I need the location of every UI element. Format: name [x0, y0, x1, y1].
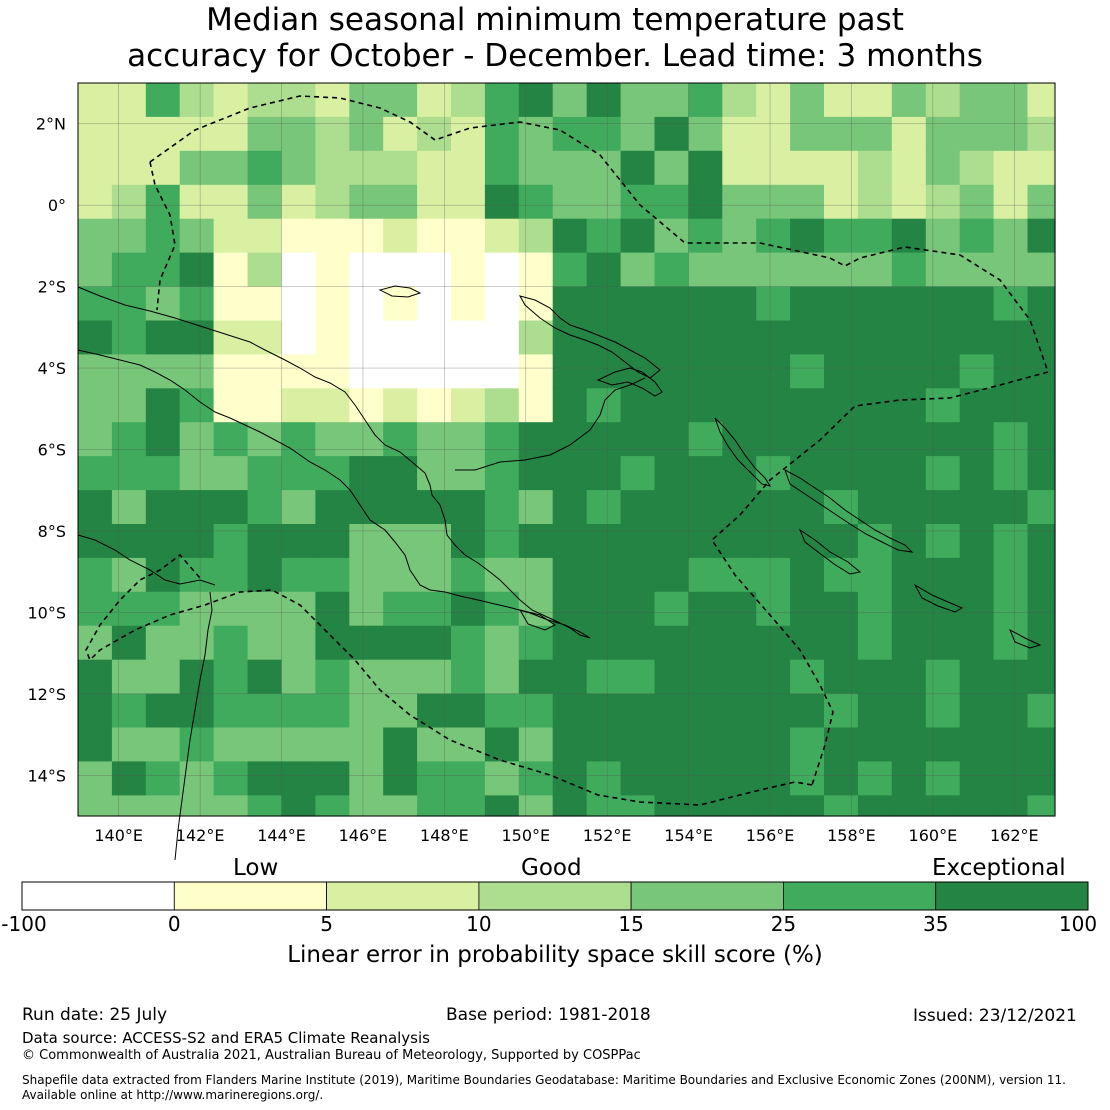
coastline-new-guinea — [77, 286, 591, 639]
coastline-new-britain — [518, 295, 661, 379]
skill-grid — [78, 83, 1056, 817]
lon-tick-label: 146°E — [339, 826, 388, 845]
coastline-queensland — [174, 591, 213, 860]
shapefile-credit-line-2: Available online at http://www.marinereg… — [22, 1088, 324, 1102]
coastline-papuan-peninsula — [455, 377, 646, 471]
colorbar-bin — [21, 881, 175, 911]
colorbar-bin — [173, 881, 328, 911]
coastline-bougainville — [714, 417, 772, 487]
category-label-good: Good — [521, 855, 582, 881]
eez-north-western — [149, 161, 176, 311]
lat-tick-label: 14°S — [27, 766, 66, 785]
lat-tick-label: 2°N — [36, 115, 66, 134]
eez-solomon-east — [710, 371, 1049, 786]
coastline-milne-islands — [518, 609, 556, 631]
lon-tick-label: 144°E — [257, 826, 306, 845]
colorbar-tick-label: 10 — [466, 912, 492, 936]
colorbar-bin — [326, 881, 480, 911]
eez-coral-sea — [85, 553, 813, 806]
lat-tick-label: 8°S — [38, 522, 66, 541]
map-frame — [77, 82, 1056, 817]
colorbar-bin — [935, 881, 1089, 911]
colorbar-bin — [783, 881, 937, 911]
longitude-ticks: 140°E 142°E 144°E 146°E 148°E 150°E 152°E 154°E… — [94, 826, 1038, 845]
run-date: Run date: 25 July — [22, 1005, 168, 1025]
map-title-line-1: Median seasonal minimum temperature past — [206, 2, 904, 38]
category-label-exceptional: Exceptional — [932, 855, 1066, 881]
coastline-solomons-a — [784, 468, 914, 553]
lat-tick-label: 0° — [48, 196, 66, 215]
lat-tick-label: 12°S — [27, 685, 66, 704]
lon-tick-label: 150°E — [501, 826, 550, 845]
category-label-low: Low — [233, 855, 279, 881]
data-source: Data source: ACCESS-S2 and ERA5 Climate … — [22, 1029, 430, 1047]
map-title-line-2: accuracy for October - December. Lead ti… — [127, 38, 983, 74]
lon-tick-label: 156°E — [746, 826, 795, 845]
latitude-ticks: 2°N 0° 2°S 4°S 6°S 8°S 10°S 12°S 14°S — [27, 115, 66, 786]
copyright: © Commonwealth of Australia 2021, Austra… — [22, 1048, 641, 1063]
colorbar-tick-label: 15 — [618, 912, 644, 936]
base-period: Base period: 1981-2018 — [446, 1005, 651, 1025]
lon-tick-label: 142°E — [176, 826, 225, 845]
coastline-solomons-b — [798, 528, 862, 575]
colorbar-bin — [630, 881, 784, 911]
coastline-manus — [378, 285, 422, 298]
colorbar-frame — [21, 881, 1089, 911]
skill-score-map: 140°E 142°E 144°E 146°E 148°E 150°E 152°E 154°E… — [27, 82, 1056, 860]
colorbar-tick-label: 25 — [770, 912, 797, 936]
lon-tick-label: 154°E — [664, 826, 713, 845]
lat-tick-label: 4°S — [38, 359, 66, 378]
colorbar-title: Linear error in probability space skill … — [287, 942, 823, 968]
shapefile-credit-line-1: Shapefile data extracted from Flanders M… — [22, 1073, 1066, 1087]
map-gridlines — [78, 83, 1055, 816]
maritime-boundaries — [85, 95, 1049, 806]
colorbar — [21, 881, 1089, 911]
lon-tick-label: 160°E — [909, 826, 958, 845]
colorbar-tick-label: 0 — [167, 912, 181, 936]
coastline-island-s1 — [1009, 628, 1042, 649]
eez-fsm-png-north — [149, 95, 1049, 373]
lat-tick-label: 6°S — [38, 441, 66, 460]
lon-tick-label: 140°E — [94, 826, 143, 845]
lon-tick-label: 152°E — [583, 826, 632, 845]
issued-date: Issued: 23/12/2021 — [913, 1006, 1077, 1026]
lon-tick-label: 158°E — [827, 826, 876, 845]
colorbar-tick-label: 35 — [922, 912, 949, 936]
coastline-new-ireland — [596, 367, 663, 397]
coastline-solomons-c — [913, 583, 964, 613]
colorbar-tick-label: 100 — [1058, 912, 1098, 936]
lat-tick-label: 2°S — [38, 278, 66, 297]
lon-tick-label: 148°E — [420, 826, 469, 845]
colorbar-bin — [478, 881, 632, 911]
colorbar-tick-label: 5 — [320, 912, 333, 936]
colorbar-tick-label: -100 — [1, 912, 47, 936]
coastline-gulf — [77, 534, 216, 586]
lon-tick-label: 162°E — [990, 826, 1039, 845]
lat-tick-label: 10°S — [27, 603, 66, 622]
coastlines — [77, 285, 1042, 860]
